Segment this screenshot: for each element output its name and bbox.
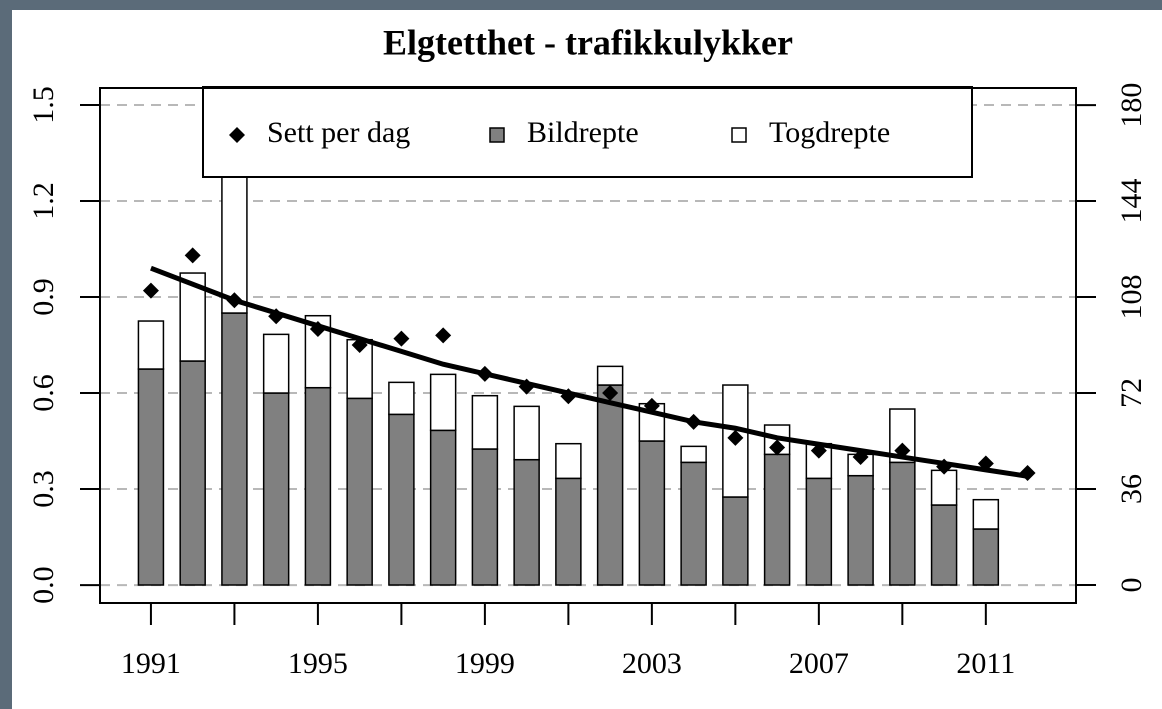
bar (346, 397, 373, 586)
point (894, 442, 911, 459)
point (476, 365, 493, 382)
bar (763, 453, 791, 586)
point (769, 439, 786, 456)
point (226, 292, 243, 309)
plot-frame (99, 87, 1077, 604)
y2-tick-label: 108 (1115, 275, 1148, 320)
bar (513, 458, 540, 586)
legend-marker (489, 127, 505, 143)
point (643, 397, 660, 414)
bar (221, 157, 248, 314)
bar (555, 477, 582, 586)
point (518, 378, 535, 395)
bar (930, 504, 958, 586)
x-tick-label: 1995 (288, 647, 348, 680)
point (560, 388, 577, 405)
bar (429, 429, 457, 586)
x-tick-label: 1991 (121, 647, 181, 680)
chart-title: Elgtetthet - trafikkulykker (383, 22, 793, 62)
y2-tick-label: 144 (1115, 179, 1148, 224)
legend-label: Bildrepte (527, 116, 639, 149)
point (685, 413, 702, 430)
point (1019, 465, 1036, 482)
x-tick-label: 1999 (455, 647, 515, 680)
y-tick-label: 0.9 (27, 278, 60, 316)
legend: Sett per dag Bildrepte Togdrepte (202, 86, 973, 178)
bar (596, 365, 624, 386)
point (602, 385, 619, 402)
point (309, 321, 326, 338)
bar (847, 474, 874, 586)
bar (972, 498, 1000, 530)
bar (137, 320, 165, 370)
bar (972, 528, 1000, 586)
point (936, 458, 953, 475)
bar (722, 496, 749, 586)
bar (388, 381, 415, 416)
point (435, 327, 452, 344)
bar (638, 440, 666, 586)
bar (429, 373, 457, 432)
point (268, 308, 285, 325)
bar (179, 360, 206, 586)
y-tick-label: 1.2 (27, 182, 60, 220)
bar (805, 477, 833, 586)
bar (596, 384, 624, 586)
bar (680, 461, 707, 586)
legend-label: Sett per dag (267, 116, 410, 149)
y-tick-label: 0.3 (27, 470, 60, 508)
legend-box (202, 86, 973, 178)
bar (680, 445, 707, 464)
point (142, 282, 159, 299)
y-tick-label: 0.6 (27, 374, 60, 412)
x-tick-label: 2003 (622, 647, 682, 680)
bar (930, 469, 958, 506)
y2-tick-label: 180 (1115, 83, 1148, 128)
bar (513, 405, 540, 461)
y2-tick-label: 0 (1115, 578, 1148, 593)
bar (388, 413, 415, 586)
y2-tick-label: 72 (1115, 378, 1148, 408)
point (393, 330, 410, 347)
point (351, 337, 368, 354)
legend-label: Togdrepte (769, 116, 890, 149)
point (810, 442, 827, 459)
bar (889, 461, 916, 586)
y-tick-label: 1.5 (27, 86, 60, 124)
x-tick-label: 2011 (956, 647, 1015, 680)
point (977, 455, 994, 472)
bar (471, 394, 499, 450)
point (184, 247, 201, 264)
trend-line (150, 265, 1028, 479)
legend-marker (731, 127, 747, 143)
bar (137, 368, 165, 586)
y-tick-label: 0.0 (27, 566, 60, 604)
bar (221, 312, 248, 586)
bar (555, 442, 582, 480)
bar (262, 333, 290, 394)
point (727, 429, 744, 446)
bar (304, 386, 332, 586)
y2-tick-label: 36 (1115, 474, 1148, 504)
x-tick-label: 2007 (789, 647, 849, 680)
bar (262, 392, 290, 586)
point (852, 449, 869, 466)
bar (805, 442, 833, 480)
legend-marker (229, 127, 245, 143)
bar (471, 448, 499, 586)
